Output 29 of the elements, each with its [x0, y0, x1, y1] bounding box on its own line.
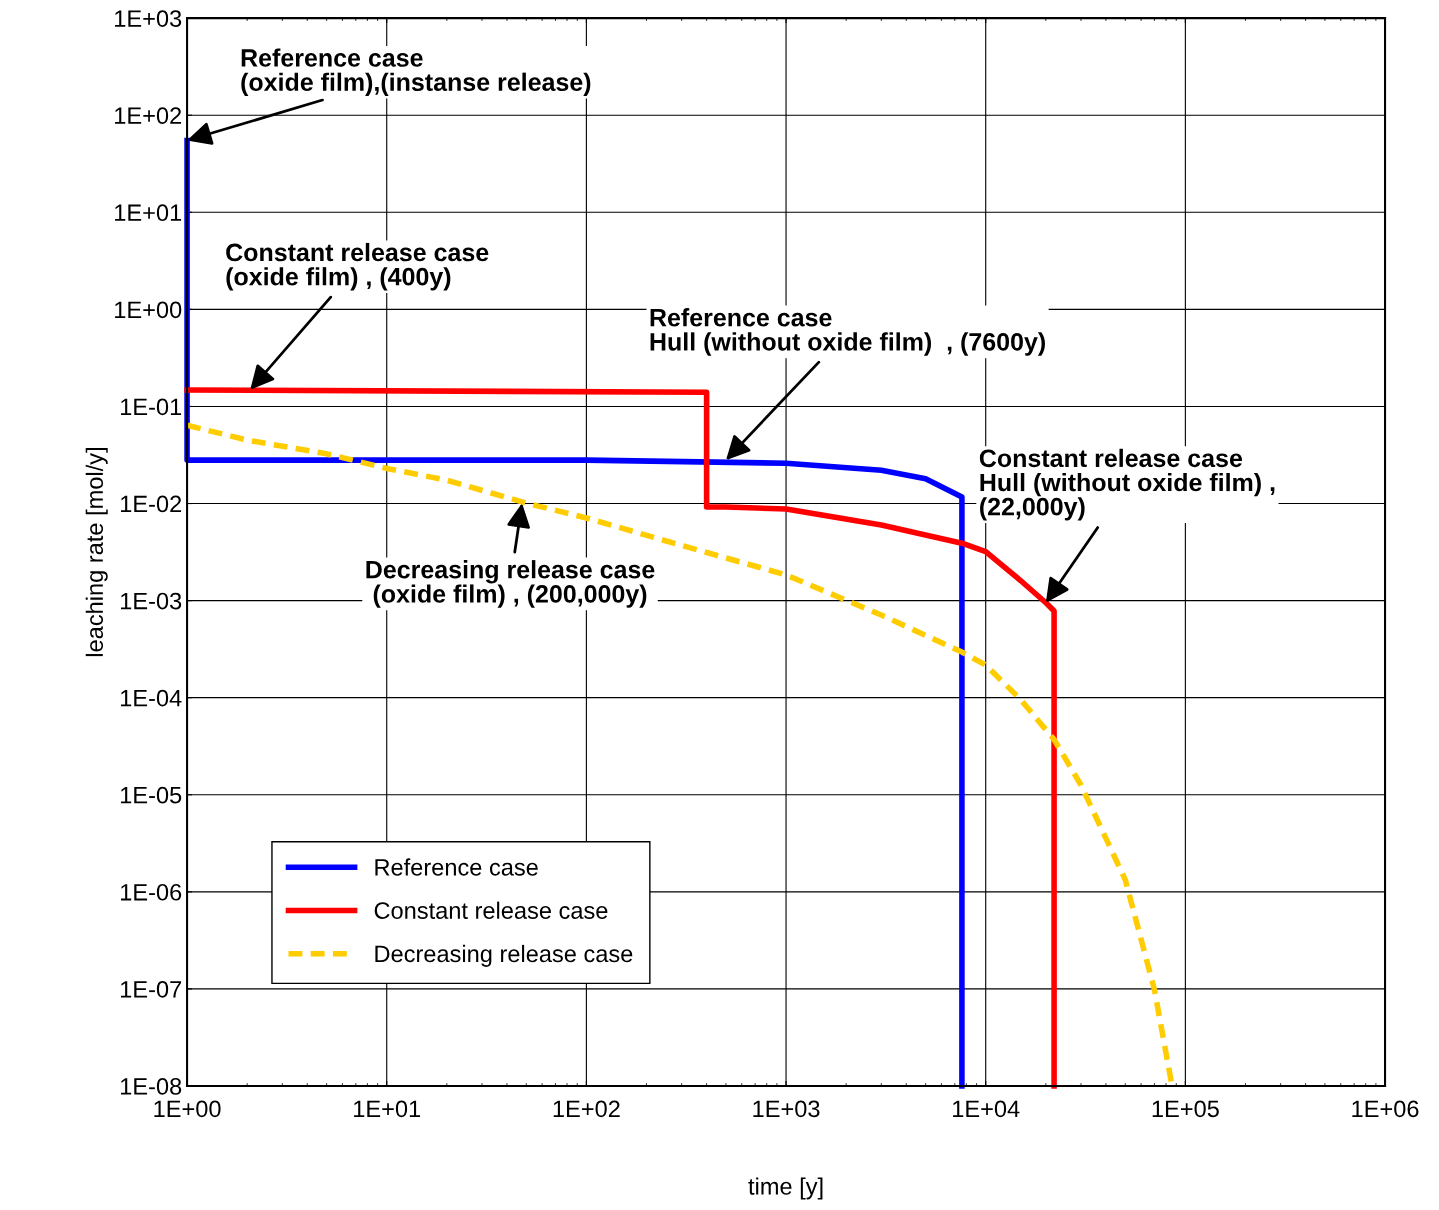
y-tick-label: 1E+03 [115, 10, 182, 27]
y-tick-label: 1E-05 [121, 786, 182, 804]
annotation: Constant release case Hull (without oxide film) , (22,000y) [979, 448, 1275, 521]
annotation: Reference case Hull (without oxide film) , (7600y) [650, 308, 1045, 356]
y-tick-label: 1E+00 [115, 301, 182, 319]
annotation: Reference case (oxide film),(instanse release) [241, 48, 591, 96]
y-tick-label: 1E-02 [121, 495, 182, 513]
y-tick-label: 1E-04 [121, 689, 182, 707]
y-tick-label: 1E-08 [121, 1078, 182, 1095]
x-tick-label: 1E+00 [154, 1100, 221, 1118]
y-tick-label: 1E-01 [121, 398, 182, 416]
x-tick-label: 1E+02 [553, 1100, 620, 1118]
y-tick-label: 1E-03 [121, 592, 182, 610]
y-tick-label: 1E-06 [121, 883, 182, 901]
legend-label: Constant release case [374, 901, 608, 919]
annotation: Decreasing release case (oxide film) , (200,000y) [366, 560, 655, 608]
legend-label: Decreasing release case [375, 944, 633, 967]
y-tick-label: 1E-07 [121, 980, 182, 998]
legend-label: Reference case [375, 858, 538, 876]
x-tick-label: 1E+01 [354, 1100, 421, 1118]
x-tick-label: 1E+06 [1352, 1100, 1419, 1118]
x-axis-title: time [y] [748, 1177, 823, 1200]
x-tick-label: 1E+05 [1152, 1100, 1219, 1118]
x-tick-label: 1E+03 [753, 1100, 820, 1118]
annotation: Constant release case (oxide film) , (400y) [226, 242, 489, 291]
y-axis-title: leaching rate [mol/y] [85, 448, 108, 657]
y-tick-label: 1E+02 [115, 107, 182, 125]
y-tick-label: 1E+01 [115, 204, 182, 222]
x-tick-label: 1E+04 [953, 1100, 1020, 1118]
